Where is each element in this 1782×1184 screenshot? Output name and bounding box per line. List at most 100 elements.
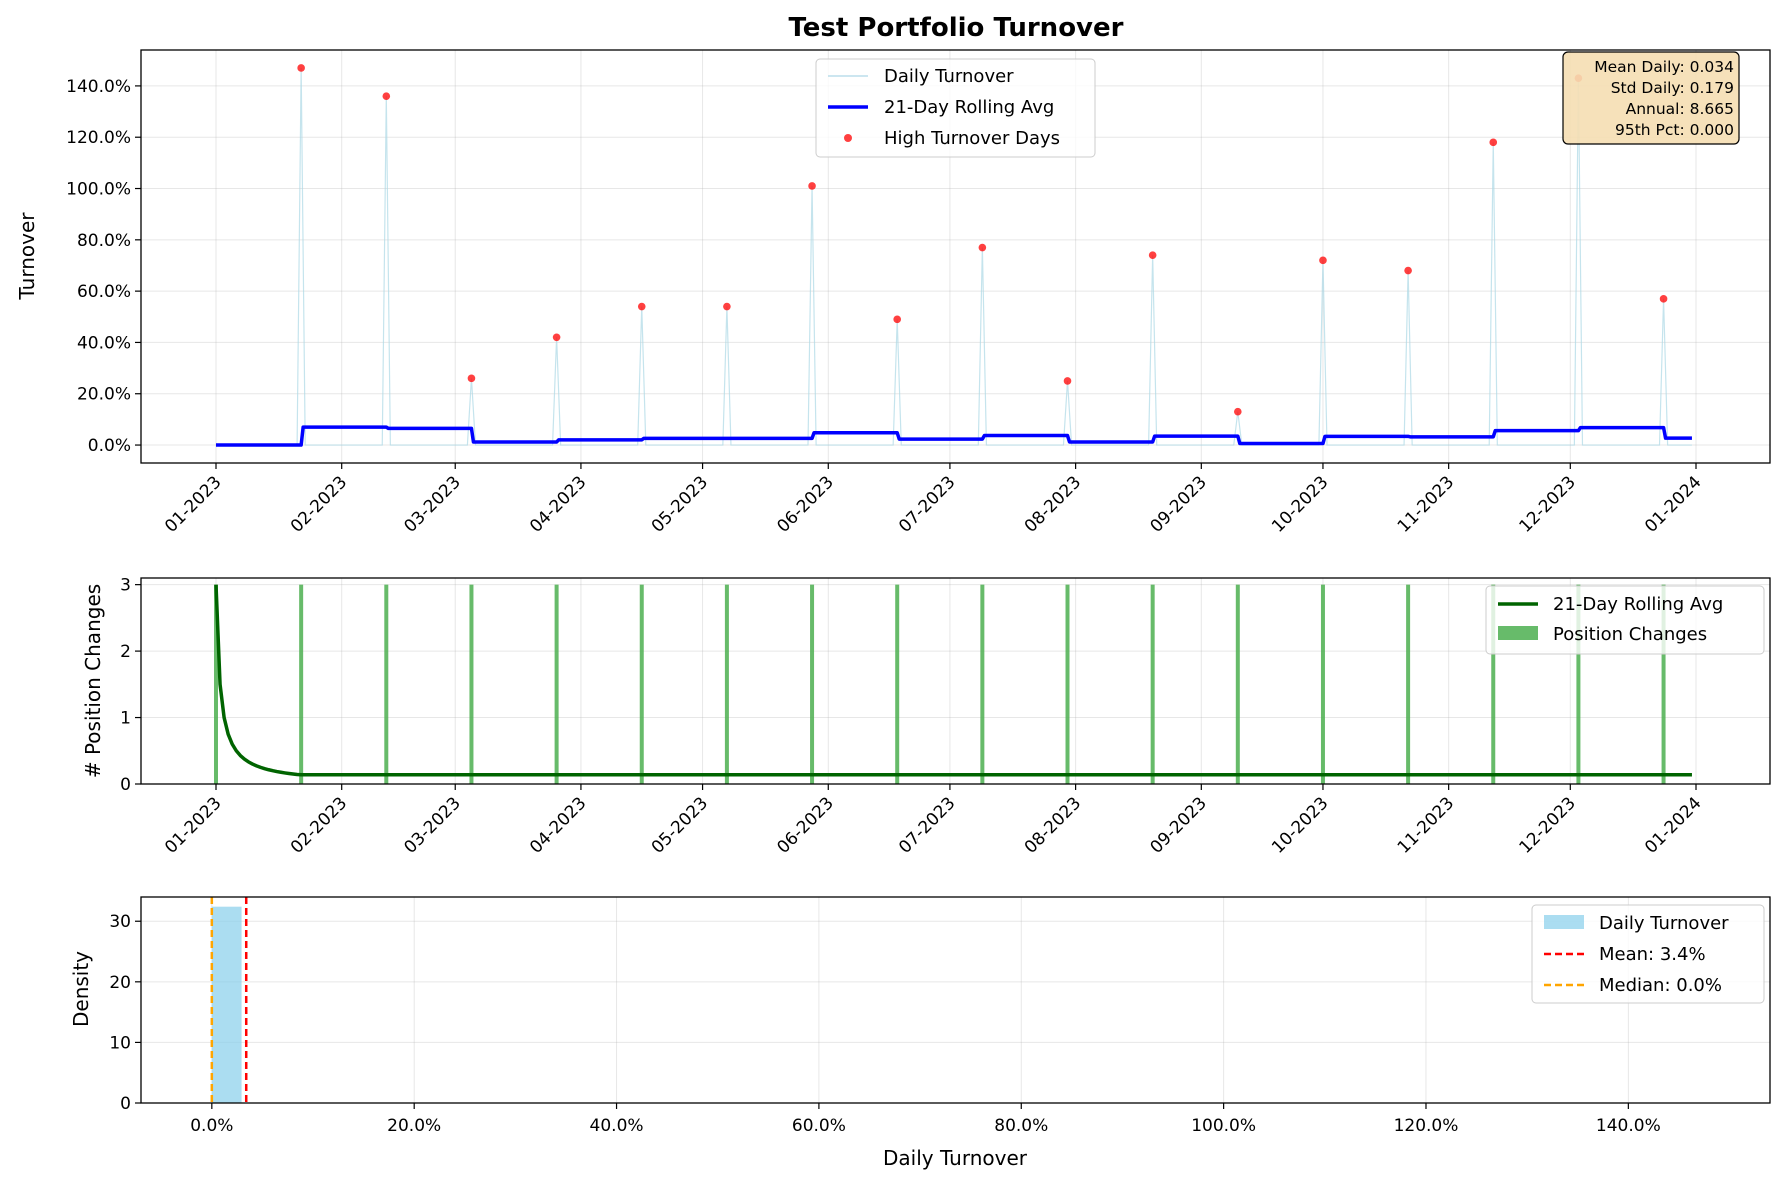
position-change-bar [639, 584, 644, 784]
high-turnover-point [1659, 295, 1668, 303]
x-tick-label: 11-2023 [1394, 793, 1458, 857]
distribution-legend: Daily Turnover Mean: 3.4% Median: 0.0% [1531, 904, 1765, 1004]
y-tick-label: 1 [120, 709, 131, 729]
x-tick-label: 11-2023 [1394, 472, 1458, 536]
y-tick-label: 20 [109, 973, 131, 993]
y-tick-label: 0 [120, 1094, 131, 1114]
x-tick-label: 20.0% [387, 1116, 441, 1136]
legend-hist-swatch [1544, 915, 1584, 929]
distribution-y-label: Density [69, 951, 93, 1027]
legend-position-rolling-label: 21-Day Rolling Avg [1553, 594, 1723, 615]
legend-position-bars-swatch [1498, 626, 1538, 640]
x-tick-label: 04-2023 [526, 793, 590, 857]
position-changes-panel: 0 1 2 3 01-2023 02-2023 03-2023 04-2023 05-2023… [81, 576, 1771, 858]
x-tick-label: 60.0% [792, 1116, 846, 1136]
y-tick-label: 10 [109, 1033, 131, 1053]
figure-title: Test Portfolio Turnover [789, 13, 1124, 43]
y-tick-label: 0.0% [88, 436, 131, 456]
position-x-ticks: 01-2023 02-2023 03-2023 04-2023 05-2023 06-20… [161, 784, 1706, 858]
high-turnover-point [382, 92, 391, 100]
y-tick-label: 140.0% [66, 77, 131, 97]
y-tick-label: 20.0% [77, 385, 131, 405]
position-change-bar [1235, 584, 1240, 784]
position-change-bar [1065, 584, 1070, 784]
x-tick-label: 08-2023 [1021, 472, 1085, 536]
x-tick-label: 12-2023 [1515, 793, 1579, 857]
high-turnover-point [1148, 251, 1157, 260]
distribution-x-ticks: 0.0% 20.0% 40.0% 60.0% 80.0% 100.0% 120.0% 140.… [190, 1103, 1661, 1136]
distribution-reference-lines [210, 897, 248, 1103]
high-turnover-point [1063, 377, 1072, 385]
x-tick-label: 01-2024 [1641, 472, 1705, 536]
high-turnover-point [637, 302, 646, 311]
position-change-bar [1661, 584, 1666, 784]
x-tick-label: 10-2023 [1268, 793, 1332, 857]
stats-annual: Annual: 8.665 [1626, 100, 1734, 118]
x-tick-label: 80.0% [994, 1116, 1048, 1136]
turnover-legend: Daily Turnover 21-Day Rolling Avg High T… [815, 58, 1096, 158]
high-turnover-point [978, 243, 987, 252]
rolling-avg-line [216, 425, 1692, 447]
x-tick-label: 09-2023 [1146, 472, 1210, 536]
x-tick-label: 09-2023 [1146, 793, 1210, 857]
position-y-ticks: 0 1 2 3 [120, 576, 141, 795]
position-y-label: # Position Changes [81, 584, 105, 778]
position-change-bar [214, 584, 218, 784]
position-change-bar [469, 584, 474, 784]
high-turnover-point [893, 315, 902, 324]
x-tick-label: 02-2023 [287, 793, 351, 857]
position-legend: 21-Day Rolling Avg Position Changes [1485, 585, 1765, 655]
histogram-bar [211, 906, 242, 1103]
x-tick-label: 06-2023 [773, 793, 837, 857]
turnover-plot-frame [140, 49, 1771, 464]
legend-high-swatch [844, 134, 852, 142]
high-turnover-points [297, 64, 1668, 416]
position-change-bar [1491, 584, 1496, 784]
x-tick-label: 02-2023 [287, 472, 351, 536]
legend-position-bars-label: Position Changes [1553, 624, 1707, 645]
position-rolling-line [214, 584, 1692, 777]
legend-high-label: High Turnover Days [884, 128, 1060, 149]
x-tick-label: 05-2023 [648, 472, 712, 536]
stats-mean-daily: Mean Daily: 0.034 [1594, 58, 1734, 76]
x-tick-label: 01-2024 [1641, 793, 1705, 857]
x-tick-label: 03-2023 [400, 793, 464, 857]
y-tick-label: 120.0% [66, 128, 131, 148]
y-tick-label: 40.0% [77, 333, 131, 353]
legend-hist-label: Daily Turnover [1599, 913, 1729, 934]
high-turnover-point [467, 374, 476, 383]
x-tick-label: 06-2023 [773, 472, 837, 536]
turnover-panel: 0.0% 20.0% 40.0% 60.0% 80.0% 100.0% 120.0% 140.… [15, 49, 1771, 537]
position-plot-frame [140, 577, 1771, 785]
x-tick-label: 03-2023 [400, 472, 464, 536]
legend-rolling-label: 21-Day Rolling Avg [884, 97, 1054, 118]
y-tick-label: 100.0% [66, 180, 131, 200]
distribution-grid [141, 897, 1770, 1104]
turnover-y-label: Turnover [15, 212, 39, 301]
high-turnover-point [297, 64, 305, 72]
legend-mean-label: Mean: 3.4% [1599, 944, 1706, 965]
position-change-bar [1150, 584, 1155, 784]
x-tick-label: 10-2023 [1268, 472, 1332, 536]
position-change-bar [724, 584, 729, 784]
x-tick-label: 140.0% [1596, 1116, 1661, 1136]
legend-median-label: Median: 0.0% [1599, 975, 1722, 996]
y-tick-label: 3 [120, 576, 131, 596]
stats-box: Mean Daily: 0.034 Std Daily: 0.179 Annua… [1562, 51, 1740, 145]
x-tick-label: 08-2023 [1021, 793, 1085, 857]
high-turnover-point [552, 333, 561, 342]
y-tick-label: 0 [120, 775, 131, 795]
position-change-bars [214, 584, 1666, 784]
turnover-y-ticks: 0.0% 20.0% 40.0% 60.0% 80.0% 100.0% 120.0% 140.… [66, 77, 141, 456]
distribution-x-label: Daily Turnover [883, 1146, 1028, 1170]
position-change-bar [1406, 584, 1411, 784]
position-change-bar [1320, 584, 1325, 784]
y-tick-label: 30 [109, 912, 131, 932]
x-tick-label: 40.0% [590, 1116, 644, 1136]
x-tick-label: 0.0% [190, 1116, 233, 1136]
turnover-histogram [211, 906, 242, 1103]
daily-turnover-line [216, 67, 1692, 446]
stats-std-daily: Std Daily: 0.179 [1611, 79, 1734, 97]
rolling-avg-series [216, 425, 1692, 447]
